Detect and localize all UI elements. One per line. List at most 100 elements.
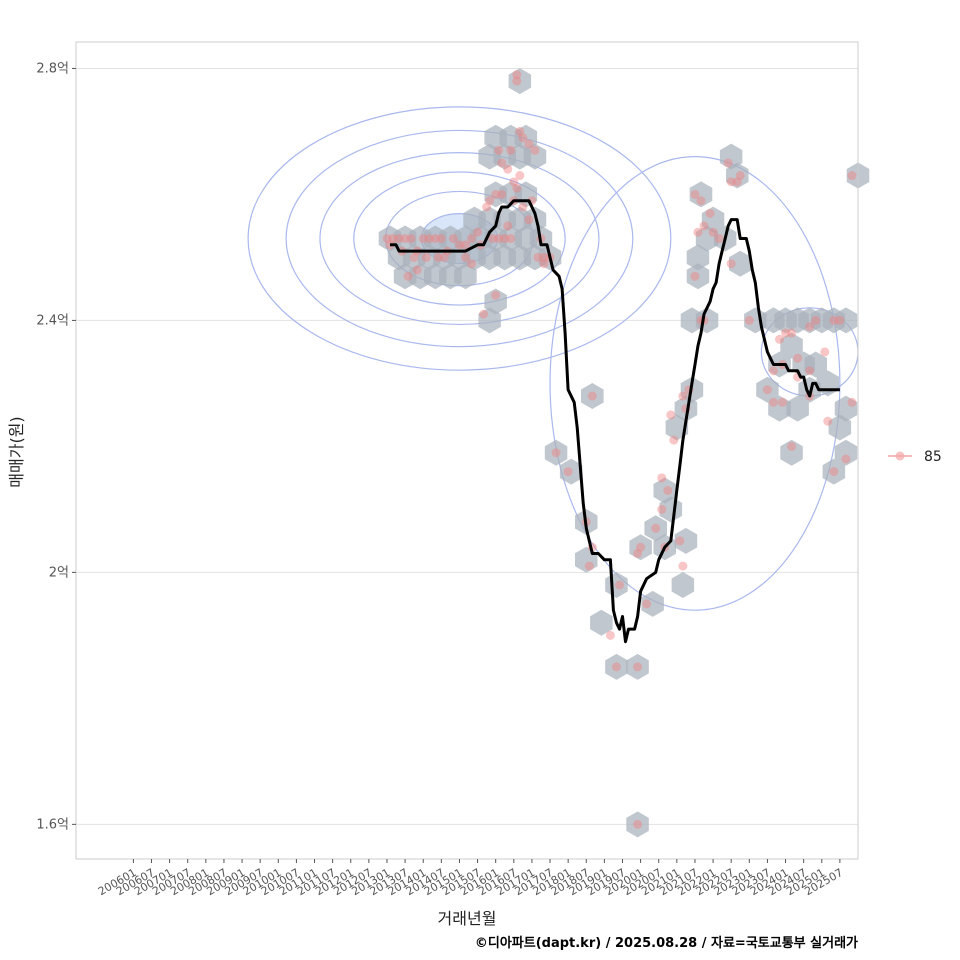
data-point <box>633 548 643 558</box>
hexbin-cell <box>641 590 664 617</box>
data-point <box>678 561 688 571</box>
data-point <box>491 290 501 300</box>
scatter-points <box>382 70 857 829</box>
data-point <box>633 662 643 672</box>
data-point <box>675 536 685 546</box>
data-point <box>744 315 754 325</box>
data-point <box>433 252 443 262</box>
data-point <box>421 252 431 262</box>
legend-point-icon <box>895 451 905 461</box>
data-point <box>762 385 772 395</box>
data-point <box>714 234 724 244</box>
data-point <box>690 271 700 281</box>
data-point <box>657 504 667 514</box>
data-point <box>509 177 519 187</box>
data-point <box>503 221 513 231</box>
y-tick-label: 1.6억 <box>36 817 69 832</box>
hexbin-cell <box>454 263 477 290</box>
data-point <box>515 126 525 136</box>
hexbin-cell <box>686 263 710 290</box>
data-point <box>494 145 504 155</box>
data-point <box>524 139 534 149</box>
grid-lines <box>76 67 858 825</box>
data-point <box>488 234 498 244</box>
hexbin-cell <box>804 351 827 378</box>
data-point <box>768 366 778 376</box>
data-point <box>482 202 492 212</box>
data-point <box>847 171 857 181</box>
data-point <box>708 227 718 237</box>
density-contour-ring <box>285 129 634 348</box>
data-point <box>518 202 528 212</box>
data-point <box>657 473 667 483</box>
hexbin-cell <box>544 439 568 466</box>
data-point <box>829 315 839 325</box>
data-point <box>651 523 661 533</box>
panel-border <box>75 41 859 860</box>
data-point <box>699 221 709 231</box>
data-point <box>841 454 851 464</box>
data-point <box>705 208 715 218</box>
data-point <box>485 196 495 206</box>
hexbin-cell <box>701 206 725 233</box>
data-point <box>805 322 815 332</box>
data-point <box>726 259 736 269</box>
data-point <box>551 448 561 458</box>
legend-label: 85 <box>924 449 942 465</box>
data-point <box>473 227 483 237</box>
data-point <box>409 252 419 262</box>
data-point <box>805 366 815 376</box>
data-point <box>611 662 621 672</box>
data-point <box>678 391 688 401</box>
data-point <box>512 183 522 193</box>
data-point <box>497 158 507 168</box>
data-point <box>412 265 422 275</box>
data-point <box>633 819 643 829</box>
y-axis: 1.6억 2억 2.4억 2.8억 <box>36 61 76 832</box>
data-point <box>781 328 791 338</box>
data-point <box>518 133 528 143</box>
data-point <box>823 416 833 426</box>
data-point <box>524 215 534 225</box>
data-point <box>418 234 428 244</box>
data-point <box>787 441 797 451</box>
density-contour-ring <box>319 152 600 326</box>
data-point <box>424 234 434 244</box>
data-point <box>506 234 516 244</box>
hexbin-cell <box>514 124 538 151</box>
hexbin-cell <box>674 527 698 554</box>
data-point <box>669 435 679 445</box>
data-point <box>454 240 464 250</box>
hexbin-cell <box>726 162 749 189</box>
data-point <box>467 259 477 269</box>
data-point <box>726 177 736 187</box>
hexbin-cell <box>689 181 713 208</box>
hexbin-cell <box>780 332 803 359</box>
data-point <box>735 171 745 181</box>
data-point <box>406 234 416 244</box>
data-point <box>448 234 458 244</box>
data-point <box>539 252 549 262</box>
data-point <box>400 234 410 244</box>
hexbin-cell <box>834 307 858 334</box>
density-contour-ring <box>549 156 841 611</box>
data-point <box>530 145 540 155</box>
legend: 85 <box>888 449 942 465</box>
density-contour-ring <box>247 106 672 371</box>
data-point <box>494 234 504 244</box>
hexbin-cell <box>768 395 791 422</box>
data-point <box>512 76 522 86</box>
density-contour-ring <box>353 171 566 306</box>
y-tick-label: 2.8억 <box>36 61 69 76</box>
y-tick-label: 2.4억 <box>36 313 69 328</box>
hexbin-cell <box>756 376 779 403</box>
data-point <box>430 234 440 244</box>
data-point <box>584 561 594 571</box>
hexbin-cell <box>834 395 858 422</box>
data-point <box>436 234 446 244</box>
hexbin-cell <box>626 811 649 838</box>
data-point <box>693 227 703 237</box>
data-point <box>497 189 507 199</box>
hexbin-cell <box>822 458 846 485</box>
